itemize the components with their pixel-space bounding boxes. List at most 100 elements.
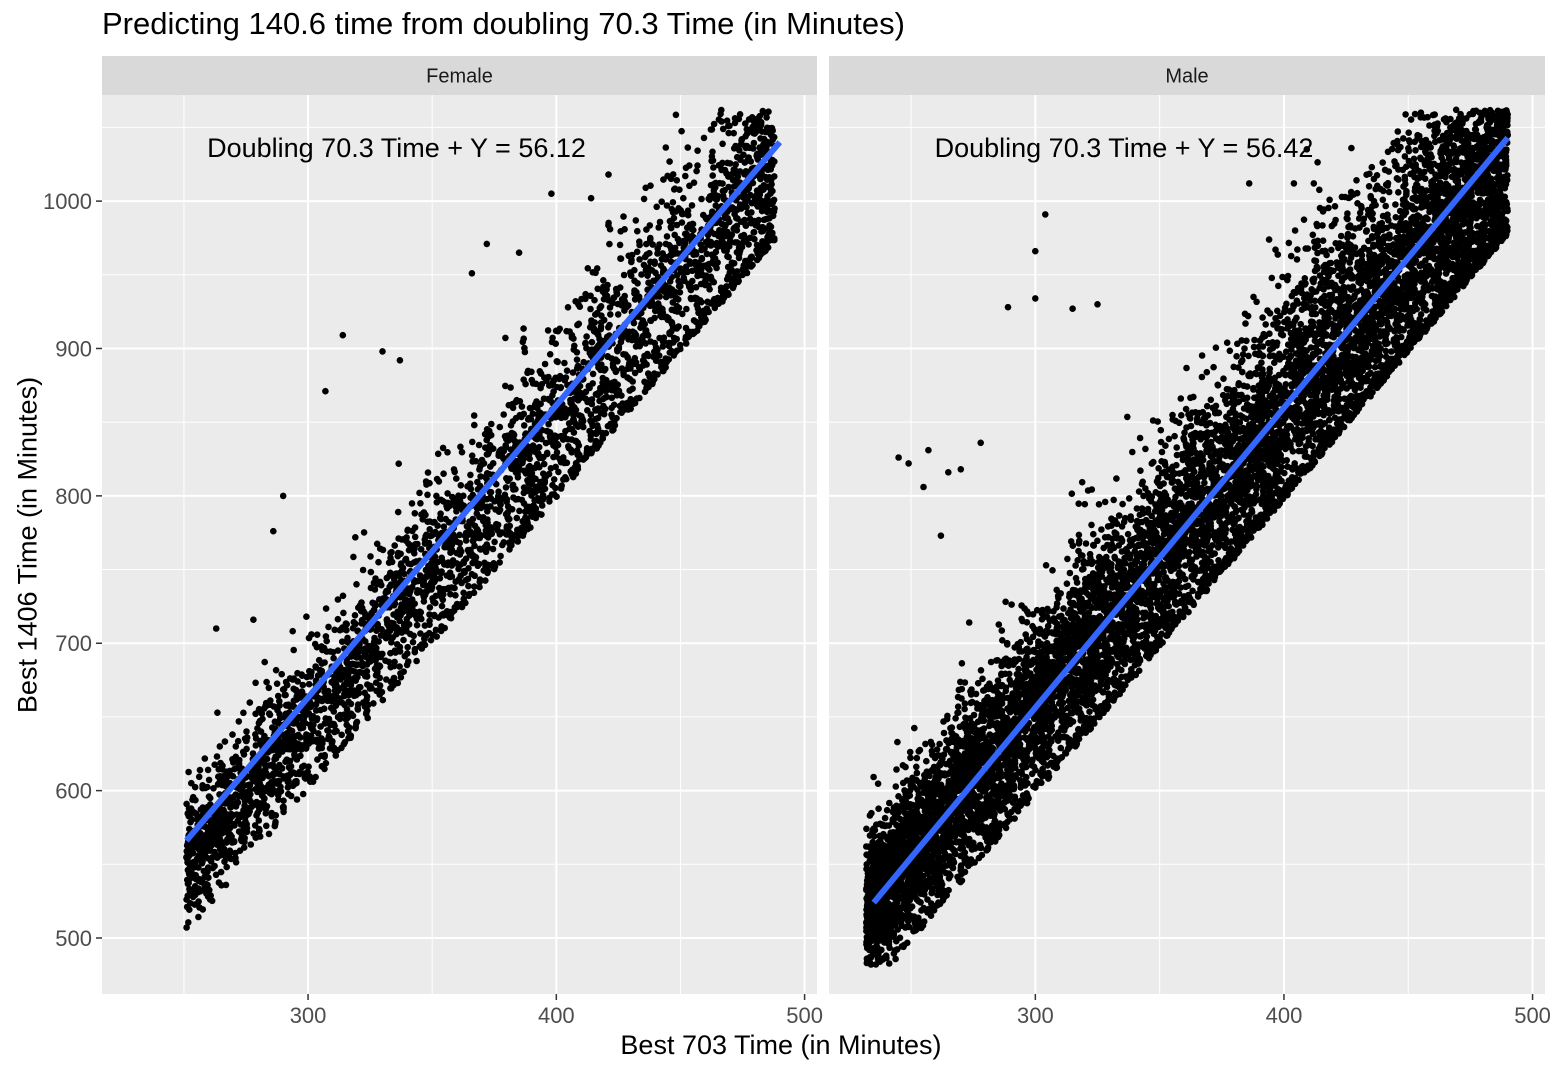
data-point: [610, 401, 618, 409]
data-point: [468, 570, 476, 578]
data-point: [486, 442, 494, 449]
data-point: [395, 572, 403, 580]
data-point: [376, 682, 384, 689]
data-point: [476, 513, 483, 521]
data-point: [564, 304, 572, 311]
data-point-outlier: [322, 387, 329, 395]
data-point: [710, 278, 718, 286]
data-point: [488, 420, 495, 428]
data-point: [325, 691, 332, 699]
data-point: [189, 796, 196, 803]
data-point: [892, 783, 900, 790]
data-point: [744, 196, 751, 204]
data-point: [758, 228, 765, 235]
data-point: [244, 782, 251, 789]
data-point: [546, 351, 554, 358]
data-point: [349, 687, 356, 695]
data-point: [199, 782, 206, 789]
data-point: [515, 532, 523, 539]
data-point: [188, 779, 195, 787]
data-point: [417, 500, 424, 507]
data-point: [394, 552, 402, 560]
data-point: [229, 731, 236, 738]
data-point: [658, 305, 666, 313]
data-point: [669, 299, 677, 306]
data-point: [236, 756, 243, 764]
data-point: [273, 680, 281, 687]
data-point: [482, 474, 490, 482]
data-point: [370, 700, 377, 707]
data-point: [416, 587, 423, 595]
data-point: [430, 598, 437, 605]
data-point: [689, 220, 696, 228]
data-point: [738, 136, 746, 143]
data-point: [471, 421, 478, 429]
data-point: [469, 458, 476, 465]
data-point: [678, 127, 685, 135]
data-point: [738, 243, 746, 251]
data-point: [375, 662, 383, 669]
data-point: [629, 385, 636, 393]
data-point: [672, 111, 680, 119]
data-point: [229, 793, 237, 801]
data-point: [321, 751, 329, 759]
data-point: [402, 596, 410, 604]
data-point: [219, 762, 226, 769]
data-point: [325, 623, 332, 631]
data-point: [508, 533, 515, 541]
data-point: [958, 660, 966, 667]
data-point: [644, 332, 652, 339]
data-point: [271, 822, 279, 830]
data-point: [243, 824, 251, 832]
data-point: [355, 604, 362, 611]
data-point: [765, 237, 773, 244]
data-point: [541, 360, 549, 368]
data-point-outlier: [193, 874, 200, 881]
data-point: [298, 688, 306, 695]
strip-background: [102, 56, 817, 95]
data-point-outlier: [548, 190, 555, 197]
data-point: [622, 351, 629, 358]
data-point: [307, 670, 314, 678]
data-point: [424, 469, 432, 476]
data-point: [682, 172, 689, 180]
data-point: [709, 172, 716, 179]
data-point: [650, 348, 658, 356]
data-point: [315, 656, 323, 664]
data-point: [551, 432, 559, 440]
data-point: [425, 562, 432, 570]
data-point: [656, 241, 663, 248]
data-point: [423, 481, 430, 488]
data-point: [601, 387, 608, 394]
data-point: [684, 268, 691, 275]
data-point: [736, 147, 743, 154]
data-point: [265, 684, 273, 692]
data-point: [405, 560, 412, 567]
data-point: [398, 536, 406, 543]
data-point: [730, 260, 738, 267]
data-point: [767, 184, 774, 191]
data-point: [722, 221, 729, 229]
data-point: [519, 518, 526, 525]
data-point: [457, 482, 465, 489]
data-point: [246, 795, 253, 803]
data-point: [210, 785, 217, 792]
data-point: [694, 147, 701, 154]
data-point: [732, 170, 740, 178]
data-point: [560, 454, 567, 461]
data-point: [334, 596, 342, 603]
data-point: [322, 715, 330, 722]
data-point: [663, 233, 671, 240]
data-point: [265, 830, 273, 838]
data-point: [371, 639, 378, 647]
data-point: [683, 305, 690, 313]
data-point: [421, 540, 429, 547]
data-point: [361, 609, 369, 617]
data-point: [502, 382, 509, 390]
data-point: [524, 369, 531, 377]
data-point: [309, 725, 316, 733]
data-point: [369, 599, 376, 607]
data-point: [718, 118, 725, 125]
